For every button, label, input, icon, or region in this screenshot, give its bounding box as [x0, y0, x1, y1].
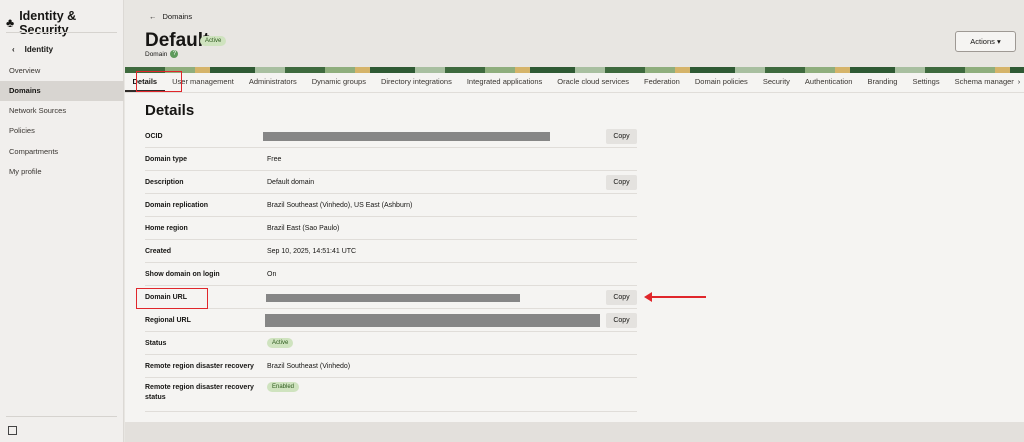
detail-row: OCID Copy — [145, 125, 637, 148]
sidebar-item-overview[interactable]: Overview — [9, 66, 41, 75]
page-title: Default — [145, 30, 210, 51]
status-badge: Active — [200, 36, 227, 46]
sidebar-title: ♣ Identity & Security — [6, 9, 77, 37]
detail-label: Remote region disaster recovery status — [145, 384, 254, 401]
redacted-value — [263, 132, 550, 141]
status-badge: Enabled — [267, 382, 300, 392]
detail-value: Free — [267, 156, 282, 163]
detail-label: Remote region disaster recovery — [145, 363, 254, 370]
tab-branding[interactable]: Branding — [867, 77, 898, 86]
chevron-left-icon: ‹ — [12, 45, 15, 54]
detail-row: Show domain on login On — [145, 263, 637, 286]
tab-directory-integrations[interactable]: Directory integrations — [380, 77, 452, 86]
tab-federation[interactable]: Federation — [644, 77, 680, 86]
tab-integrated-applications[interactable]: Integrated applications — [466, 77, 543, 86]
tab-security[interactable]: Security — [762, 77, 790, 86]
detail-label: OCID — [145, 133, 163, 140]
detail-row: Remote region disaster recovery status En… — [145, 378, 637, 412]
copy-button[interactable]: Copy — [606, 129, 637, 144]
annotation-arrow — [644, 292, 706, 302]
copy-button[interactable]: Copy — [606, 290, 637, 305]
tab-user-management[interactable]: User management — [172, 77, 234, 86]
detail-label: Description — [145, 179, 184, 186]
tab-authentication[interactable]: Authentication — [804, 77, 853, 86]
sidebar-item-network-sources[interactable]: Network Sources — [9, 106, 67, 115]
main: ← Domains Default Active Domain? Actions … — [125, 0, 1024, 442]
detail-row: Remote region disaster recovery Brazil So… — [145, 355, 637, 378]
detail-row: Regional URL Copy — [145, 309, 637, 332]
sidebar-item-my-profile[interactable]: My profile — [9, 167, 42, 176]
sidebar: ♣ Identity & Security ‹ Identity Overview … — [0, 0, 124, 442]
redacted-value — [265, 314, 600, 327]
detail-label: Status — [145, 340, 167, 347]
detail-row: Status Active — [145, 332, 637, 355]
detail-row: Description Default domain Copy — [145, 171, 637, 194]
details-panel: Details OCID Copy Domain type Free Descripti… — [125, 93, 1024, 422]
detail-value: Brazil East (Sao Paulo) — [267, 225, 340, 232]
oracle-logo-icon: ♣ — [6, 16, 15, 30]
arrow-left-icon: ← — [149, 12, 157, 21]
detail-value: Brazil Southeast (Vinhedo) — [267, 363, 351, 370]
detail-label: Home region — [145, 225, 188, 232]
annotation-highlight-domain-url — [136, 288, 208, 309]
detail-label: Domain replication — [145, 202, 209, 209]
detail-value: Brazil Southeast (Vinhedo), US East (Ash… — [267, 202, 413, 209]
decorative-banner — [125, 67, 1024, 73]
copy-button[interactable]: Copy — [606, 313, 637, 328]
detail-row: Domain replication Brazil Southeast (Vinh… — [145, 194, 637, 217]
tab-dynamic-groups[interactable]: Dynamic groups — [311, 77, 366, 86]
help-icon[interactable]: ? — [170, 50, 179, 58]
detail-row: Domain type Free — [145, 148, 637, 171]
back-to-identity[interactable]: ‹ Identity — [12, 45, 54, 54]
detail-value: Sep 10, 2025, 14:51:41 UTC — [267, 248, 357, 255]
redacted-value — [266, 293, 520, 302]
tab-schema-managemen[interactable]: Schema managemen — [954, 77, 1024, 86]
breadcrumb[interactable]: ← Domains — [149, 12, 193, 21]
sidebar-item-domains[interactable]: Domains — [0, 81, 124, 101]
detail-value: Default domain — [267, 179, 315, 186]
detail-row: Home region Brazil East (Sao Paulo) — [145, 217, 637, 240]
footer-background — [125, 422, 1024, 442]
divider — [6, 32, 117, 33]
sidebar-item-policies[interactable]: Policies — [9, 126, 35, 135]
page-subtitle: Domain? — [145, 50, 179, 58]
annotation-highlight-details-tab — [136, 71, 182, 92]
detail-label: Regional URL — [145, 317, 191, 324]
tab-administrators[interactable]: Administrators — [248, 77, 297, 86]
actions-button[interactable]: Actions ▾ — [955, 31, 1016, 52]
detail-label: Show domain on login — [145, 271, 220, 278]
tab-domain-policies[interactable]: Domain policies — [694, 77, 748, 86]
detail-row: Domain URL Copy — [145, 286, 637, 309]
section-heading: Details — [145, 102, 195, 119]
sidebar-item-compartments[interactable]: Compartments — [9, 147, 59, 156]
detail-label: Domain URL — [145, 294, 187, 301]
divider — [6, 416, 117, 417]
detail-value: On — [267, 271, 277, 278]
detail-label: Created — [145, 248, 172, 255]
tab-bar: Details User management Administrators Dyna… — [125, 73, 1024, 93]
status-badge: Active — [267, 338, 294, 348]
tab-settings[interactable]: Settings — [912, 77, 940, 86]
collapse-sidebar-icon[interactable] — [8, 426, 17, 435]
detail-label: Domain type — [145, 156, 188, 163]
tab-oracle-cloud-services[interactable]: Oracle cloud services — [557, 77, 629, 86]
chevron-right-icon[interactable]: › — [1014, 73, 1024, 91]
detail-row: Created Sep 10, 2025, 14:51:41 UTC — [145, 240, 637, 263]
copy-button[interactable]: Copy — [606, 175, 637, 190]
